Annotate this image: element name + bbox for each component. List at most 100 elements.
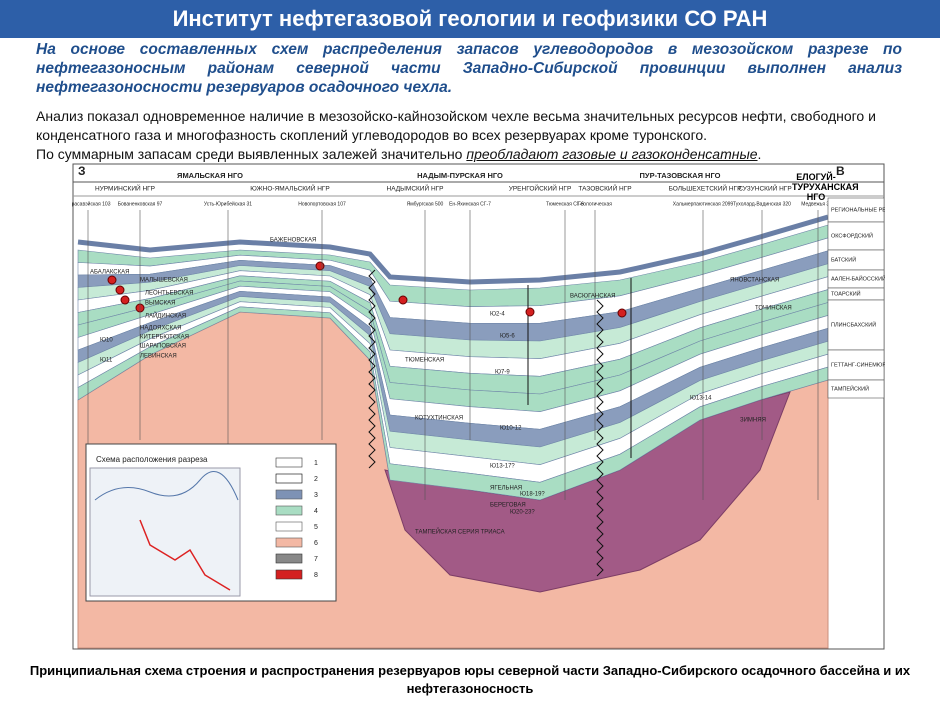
formation-label: Ю10-12 xyxy=(500,426,522,432)
side-label: В xyxy=(836,164,845,178)
legend-number: 5 xyxy=(314,524,318,531)
formation-label: Ю18-19? xyxy=(520,492,545,498)
formation-label: ЛЕОНТЬЕВСКАЯ xyxy=(145,291,194,297)
well-label: Ен-Яхинская СГ-7 xyxy=(449,201,491,207)
reservoir-cell xyxy=(827,197,885,223)
formation-label: Ю7-9 xyxy=(495,370,510,376)
header-title: Институт нефтегазовой геологии и геофизи… xyxy=(0,0,940,38)
formation-label: АБАЛАКСКАЯ xyxy=(90,270,129,276)
reservoir-label: ОКСФОРДСКИЙ xyxy=(831,231,873,239)
subregion-label: ТАЗОВСКИЙ НГР xyxy=(578,184,631,193)
legend-swatch xyxy=(275,489,303,500)
region-label: ЕЛОГУЙ-ТУРУХАНСКАЯ НГО xyxy=(792,172,859,202)
deposit xyxy=(315,261,325,271)
formation-label: Ю13-14 xyxy=(690,396,712,402)
body-line: Анализ показал одновременное наличие в м… xyxy=(36,108,876,143)
formation-label: ЗИМНЯЯ xyxy=(740,418,766,424)
reservoir-label: БАТСКИЙ xyxy=(831,255,856,263)
reservoir-cell xyxy=(827,299,885,351)
formation-label: БЕРЕГОВАЯ xyxy=(490,503,526,509)
well-label: Геологическая xyxy=(578,201,612,207)
formation-label: Ю20-23? xyxy=(510,510,535,516)
formation-label: ЛАЙДИНСКАЯ xyxy=(145,312,186,320)
legend-number: 6 xyxy=(314,540,318,547)
well-label: Тухолард-Вадинская 320 xyxy=(733,201,791,207)
emphasis: преобладают газовые и газоконденсатные xyxy=(466,146,758,162)
subregion-label: БОЛЬШЕХЕТСКИЙ НГР xyxy=(669,184,742,193)
formation-label: ТОЧИНСКАЯ xyxy=(755,306,792,312)
inset-route xyxy=(139,519,231,591)
formation-label: Ю10 xyxy=(100,338,113,344)
reservoir-label: ГЕТТАНГ-СИНЕМЮРСКИЙ xyxy=(831,360,885,368)
legend-swatch xyxy=(275,473,303,484)
reservoir-label: ТАМПЕЙСКИЙ xyxy=(831,384,869,392)
subregion-label: УРЕНГОЙСКИЙ НГР xyxy=(509,184,572,193)
formation-label: Ю2-4 xyxy=(490,312,505,318)
reservoir-label: ААЛЕН-БАЙОССКИЙ xyxy=(831,274,885,282)
intro: На основе составленных схем распределени… xyxy=(36,41,902,96)
well-label: Медвежья 316 xyxy=(801,201,835,207)
region-label: НАДЫМ-ПУРСКАЯ НГО xyxy=(417,171,503,180)
top-layer xyxy=(77,214,829,285)
text: . xyxy=(757,146,762,162)
well-label: Усть-Юрибейская 31 xyxy=(204,200,252,207)
legend-swatch xyxy=(275,537,303,548)
formation-label: КОТУХТИНСКАЯ xyxy=(415,416,463,422)
subregion-label: СУЗУНСКИЙ НГР xyxy=(738,184,791,193)
formation-label: КИТЕРБЮТСКАЯ xyxy=(140,335,189,341)
well-label: Новопортовская 107 xyxy=(298,201,346,207)
legend-swatch xyxy=(275,569,303,580)
legend-number: 2 xyxy=(314,476,318,483)
formation-label: ТЮМЕНСКАЯ xyxy=(405,358,444,364)
legend-number: 1 xyxy=(314,460,318,467)
formation-label: ЛЕВИНСКАЯ xyxy=(140,354,177,360)
body-line: По суммарным запасам среди выявленных за… xyxy=(36,145,916,164)
deposit xyxy=(115,285,125,295)
deposit xyxy=(120,295,130,305)
subregion-label: НУРМИНСКИЙ НГР xyxy=(95,184,155,193)
legend-swatch xyxy=(275,505,303,516)
well-label: Ямбургская 500 xyxy=(407,201,444,207)
inset-title: Схема расположения разреза xyxy=(96,455,208,464)
formation-label: ШАРАПОВСКАЯ xyxy=(140,344,186,350)
formation-label: ВЫМСКАЯ xyxy=(145,301,175,307)
deposit xyxy=(107,275,117,285)
deposit xyxy=(617,308,627,318)
well-label: Тюменская СГ-6 xyxy=(546,201,584,207)
subregion-label: НАДЫМСКИЙ НГР xyxy=(387,184,444,193)
fault xyxy=(596,299,604,577)
well-label: Бованенковская 97 xyxy=(118,201,163,207)
subregion-label: ЮЖНО-ЯМАЛЬСКИЙ НГР xyxy=(250,184,330,193)
side-label: З xyxy=(78,164,86,178)
formation-label: МАЛЫШЕВСКАЯ xyxy=(140,278,188,284)
body: Анализ показал одновременное наличие в м… xyxy=(36,107,916,164)
formation-label: Ю13-17? xyxy=(490,464,515,470)
deposit xyxy=(398,295,408,305)
formation-label: БАЖЕНОВСКАЯ xyxy=(270,238,316,244)
reservoir-label: ПЛИНСБАХСКИЙ xyxy=(831,320,876,328)
text: По суммарным запасам среди выявленных за… xyxy=(36,146,467,162)
formation-label: ТАМПЕЙСКАЯ СЕРИЯ ТРИАСА xyxy=(415,528,505,536)
inset-coast xyxy=(94,471,239,501)
formation-label: НАДОЯХСКАЯ xyxy=(140,326,181,332)
caption: Принципиальная схема строения и распрост… xyxy=(29,663,911,696)
deposit xyxy=(525,307,535,317)
legend-number: 7 xyxy=(314,556,318,563)
formation-label: ВАСЮГАНСКАЯ xyxy=(570,294,615,300)
reservoir-cell xyxy=(827,221,885,251)
formation-label: ЯГЕЛЬНАЯ xyxy=(490,486,522,492)
formation-label: Ю5-6 xyxy=(500,334,515,340)
fault xyxy=(368,269,376,469)
formation-label: Ю11 xyxy=(100,358,113,364)
legend-swatch xyxy=(275,521,303,532)
reservoir-cell xyxy=(827,379,885,399)
region-label: ПУР-ТАЗОВСКАЯ НГО xyxy=(640,171,721,180)
legend-number: 8 xyxy=(314,572,318,579)
reservoir-cell xyxy=(827,349,885,381)
legend-number: 3 xyxy=(314,492,318,499)
inset-map xyxy=(89,467,241,597)
diagram: З В ЯМАЛЬСКАЯ НГО НАДЫМ-ПУРСКАЯ НГО ПУР-ТАЗО… xyxy=(72,163,885,650)
well-label: Харасавэйская 103 xyxy=(72,200,111,207)
reservoir-label: РЕГИОНАЛЬНЫЕ РЕЗЕРВУАРЫ xyxy=(831,207,885,213)
